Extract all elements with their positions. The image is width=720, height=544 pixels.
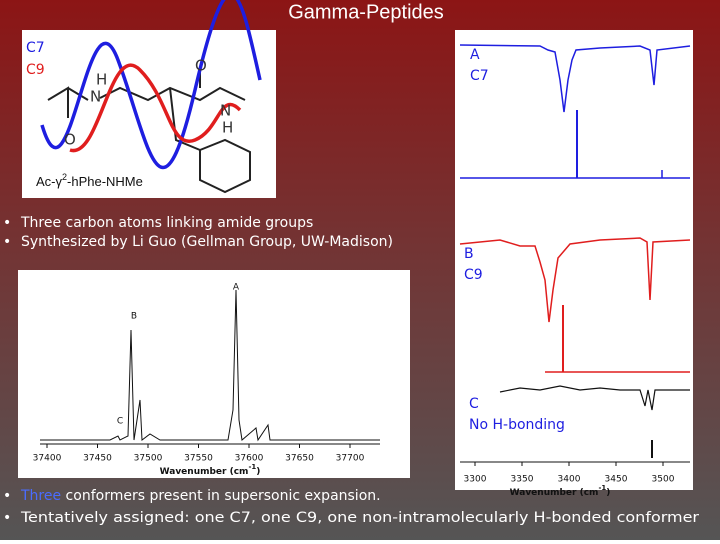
bullet: • xyxy=(3,510,11,526)
peak-label: C xyxy=(117,417,123,427)
x-tick-label: 3450 xyxy=(605,475,628,485)
x-tick-label: 37700 xyxy=(336,454,365,464)
legend-label: C7 xyxy=(26,40,45,56)
right-spectrum: A C7 B C9 C No H-bonding Wavenumber (cm-… xyxy=(455,30,693,498)
x-tick-label: 37450 xyxy=(83,454,112,464)
axis-title-part: Wavenumber (cm xyxy=(160,467,249,477)
panel-label: No H-bonding xyxy=(469,417,565,433)
atom-label: N xyxy=(90,88,101,106)
left-spectrum: A B C Wavenumber (cm-1) 37400 37450 37500 3… xyxy=(18,270,410,478)
highlight: Three xyxy=(20,488,61,504)
x-tick-label: 37500 xyxy=(134,454,163,464)
panel-label: C7 xyxy=(470,68,489,84)
panel-letter: B xyxy=(464,246,474,262)
x-tick-label: 37550 xyxy=(184,454,213,464)
x-tick-label: 3500 xyxy=(652,475,675,485)
x-tick-label: 37400 xyxy=(33,454,62,464)
atom-label: O xyxy=(195,57,207,75)
peak-label: B xyxy=(131,312,137,322)
axis-title-sup: -1 xyxy=(248,463,256,471)
molecule-panel: C7 C9 H N O O N H Ac-γ2-hPhe-NHMe xyxy=(22,0,276,198)
x-tick-label: 3300 xyxy=(464,475,487,485)
atom-label: H xyxy=(96,71,107,89)
axis-title: Wavenumber (cm-1) xyxy=(160,463,261,477)
bullet-text-rest: conformers present in supersonic expansi… xyxy=(61,488,380,504)
slide-title: Gamma-Peptides xyxy=(288,1,444,23)
panel-letter: C xyxy=(469,396,479,412)
x-tick-label: 37650 xyxy=(285,454,314,464)
atom-label: H xyxy=(222,119,233,137)
x-tick-label: 37600 xyxy=(235,454,264,464)
name-sup: 2 xyxy=(62,172,67,182)
peak-label: A xyxy=(233,283,240,293)
legend-label: C9 xyxy=(26,62,45,78)
panel-letter: A xyxy=(470,47,480,63)
bullet-text: Tentatively assigned: one C7, one C9, on… xyxy=(20,510,699,526)
panel-label: C9 xyxy=(464,267,483,283)
axis-title-part: Wavenumber (cm xyxy=(510,488,599,498)
bullet: • xyxy=(3,234,11,250)
atom-label: N xyxy=(220,102,231,120)
axis-title-sup: -1 xyxy=(598,484,606,492)
name-part: -hPhe-NHMe xyxy=(67,174,143,189)
bullet-text: Synthesized by Li Guo (Gellman Group, UW… xyxy=(21,234,393,250)
bullet-text: Three carbon atoms linking amide groups xyxy=(20,215,313,231)
bullet: • xyxy=(3,215,11,231)
axis-title-part: ) xyxy=(606,488,610,498)
bullet-text: Three conformers present in supersonic e… xyxy=(20,488,381,504)
atom-label: O xyxy=(64,131,76,149)
axis-title-part: ) xyxy=(256,467,260,477)
bullet: • xyxy=(3,488,11,504)
x-tick-label: 3400 xyxy=(558,475,581,485)
axis-title: Wavenumber (cm-1) xyxy=(510,484,611,498)
name-part: Ac-γ xyxy=(36,174,63,189)
x-tick-label: 3350 xyxy=(511,475,534,485)
molecule-name: Ac-γ2-hPhe-NHMe xyxy=(36,172,143,189)
